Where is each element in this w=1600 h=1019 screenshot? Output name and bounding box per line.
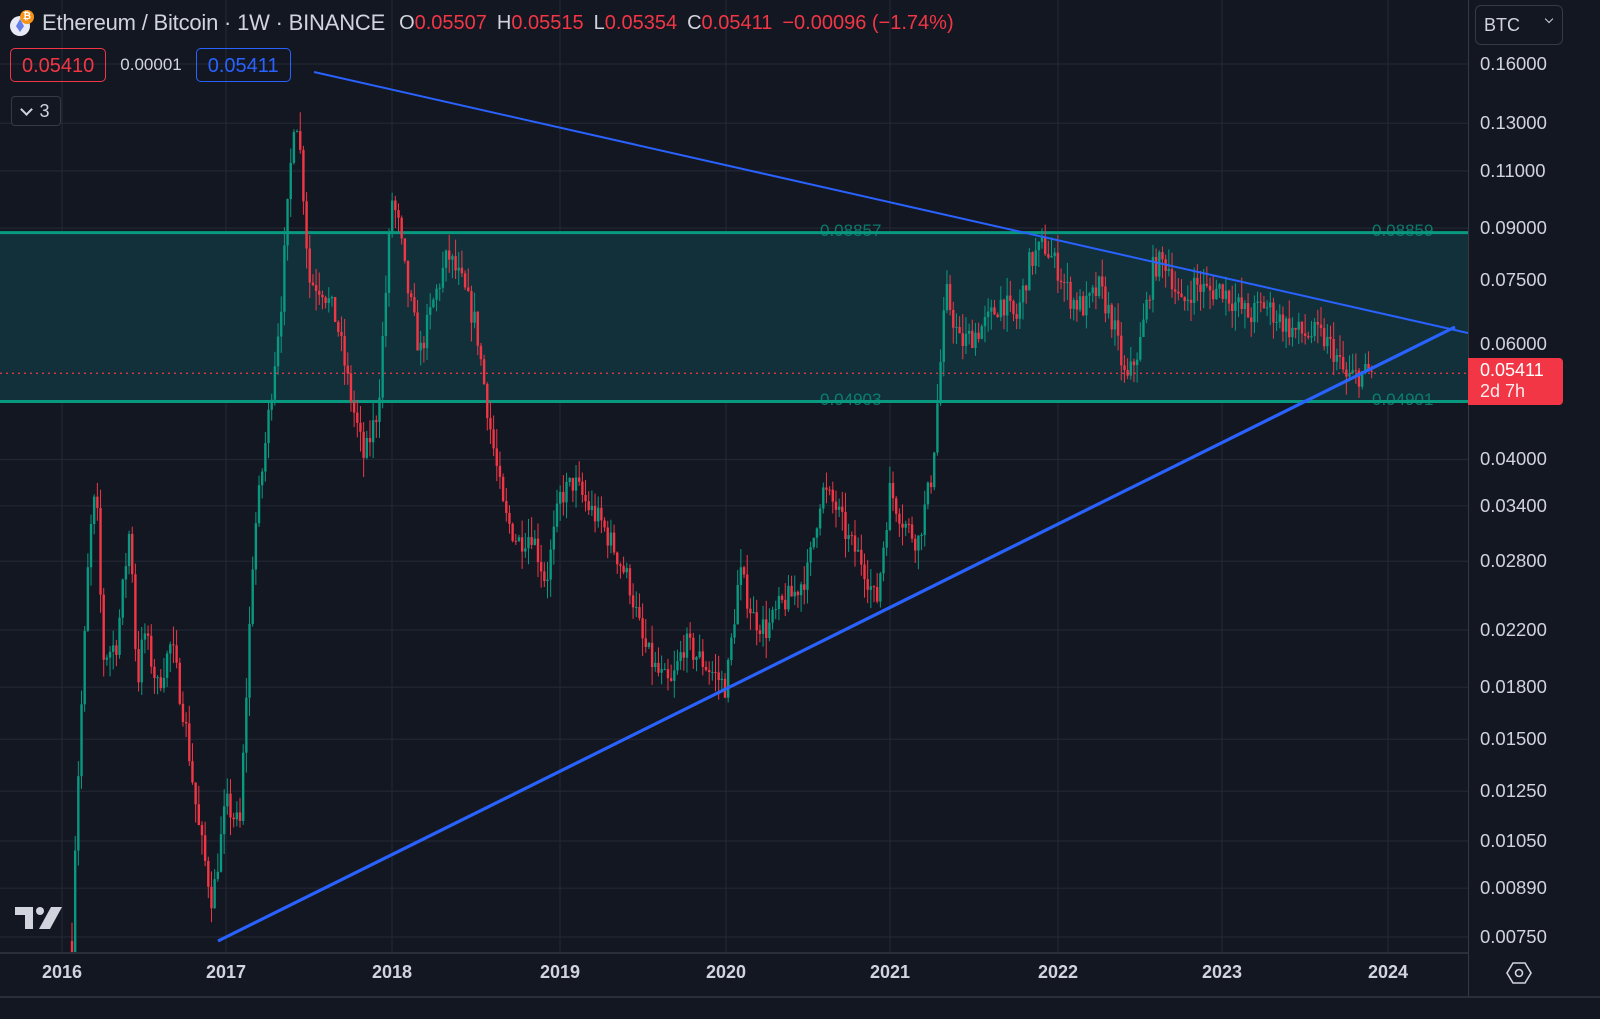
price-tick: 0.02200 [1480,619,1547,640]
last-price: 0.05411 [1480,360,1544,380]
low-value: 0.05354 [604,11,678,34]
price-tick: 0.16000 [1480,53,1547,74]
zone-upper-label-left: 0.08857 [820,221,882,240]
price-tick: 0.01500 [1480,728,1547,750]
price-chart[interactable] [0,0,1468,952]
time-tick: 2019 [539,962,581,982]
close-value: 0.05411 [701,11,773,34]
price-tick: 0.13000 [1480,112,1547,134]
time-tick: 2017 [205,962,247,982]
price-tick: 0.07500 [1480,269,1547,291]
bottom-toolbar [0,996,1600,1019]
sell-button[interactable]: 0.05410 [10,48,107,82]
price-tick: 0.03400 [1480,494,1547,516]
chevron-down-icon [20,102,34,116]
close-key: C [687,11,702,34]
zone-lower-label-right: 0.04901 [1372,390,1434,409]
buy-sell-row: 0.05410 0.00001 0.05411 [10,48,291,82]
high-key: H [496,11,512,34]
price-tick: 0.09000 [1480,217,1547,239]
price-tick: 0.11000 [1480,159,1546,181]
time-tick: 2020 [705,962,747,982]
buy-button[interactable]: 0.05411 [195,48,291,82]
currency-selector[interactable]: BTC [1475,5,1563,45]
price-tick: 0.01800 [1480,676,1547,698]
symbol-title[interactable]: Ethereum / Bitcoin · 1W · BINANCE [42,10,386,35]
price-tick: 0.00890 [1480,877,1547,899]
zone-lower-label-left: 0.04903 [820,390,882,409]
last-price-tag: 0.05411 2d 7h [1468,358,1563,405]
chevron-down-icon [1544,14,1554,24]
eth-btc-symbol-icon: ₿ [10,10,36,36]
open-value: 0.05507 [414,11,487,34]
price-tick: 0.01050 [1480,830,1547,851]
bitcoin-icon: ₿ [20,10,34,24]
tradingview-logo-icon[interactable] [15,906,63,930]
time-tick: 2022 [1037,962,1079,982]
candlestick-series [70,112,1373,952]
low-key: L [593,11,605,34]
price-tick: 0.06000 [1480,332,1547,354]
indicators-toggle-button[interactable]: 3 [11,96,61,126]
bar-countdown: 2d 7h [1480,381,1526,401]
currency-label: BTC [1484,14,1520,35]
time-tick: 2016 [41,962,83,982]
price-tick: 0.00750 [1480,926,1547,947]
time-tick: 2018 [371,962,413,982]
time-tick: 2023 [1201,962,1243,982]
indicator-count: 3 [39,100,50,121]
price-change: −0.00096 (−1.74%) [782,11,954,34]
time-tick: 2021 [869,962,911,982]
chart-grid [0,0,1468,952]
time-tick: 2024 [1367,962,1409,982]
chart-legend-header: ₿ Ethereum / Bitcoin · 1W · BINANCE O 0.… [10,8,954,38]
price-tick: 0.04000 [1480,448,1547,470]
settings-icon[interactable] [1506,962,1532,984]
trendlines[interactable] [0,71,1468,943]
zone-upper-label-right: 0.08859 [1372,221,1434,240]
price-axis[interactable] [1468,0,1600,1019]
high-value: 0.05515 [511,11,584,34]
open-key: O [399,11,415,34]
spread-value: 0.00001 [120,55,182,74]
time-axis[interactable] [0,952,1468,996]
price-tick: 0.01250 [1480,780,1547,802]
price-tick: 0.02800 [1480,550,1547,572]
